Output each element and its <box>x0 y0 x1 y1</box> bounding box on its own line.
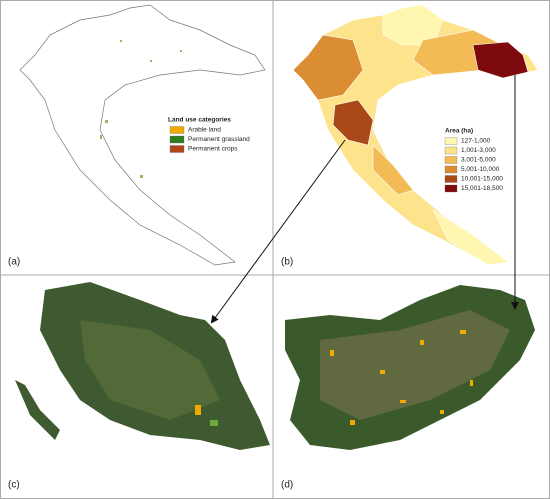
legend-swatch <box>444 156 458 164</box>
legend-label: 127-1,000 <box>461 138 491 145</box>
legend-label: 3,001-5,000 <box>461 157 496 164</box>
legend: Area (ha) 127-1,000 1,001-3,000 3,001-5,00… <box>444 128 503 193</box>
panel-label: (d) <box>281 480 293 491</box>
map-a <box>19 4 266 266</box>
legend-label: Permanent grassland <box>188 136 250 143</box>
legend-label: 5,001-10,000 <box>461 166 500 173</box>
legend-label: 1,001-3,000 <box>461 147 496 154</box>
legend-swatch <box>444 175 458 183</box>
satellite-d <box>285 285 535 450</box>
legend-swatch <box>169 135 185 144</box>
legend-swatch <box>444 165 458 174</box>
legend-swatch <box>444 137 458 145</box>
map-b <box>292 4 539 266</box>
legend-swatch <box>169 145 185 153</box>
legend-label: Permanent crops <box>188 146 238 153</box>
legend: Land use categories Arable land Permanent… <box>168 117 250 153</box>
legend-title: Area (ha) <box>445 128 473 135</box>
legend-swatch <box>169 126 185 134</box>
satellite-c <box>15 282 270 450</box>
legend-label: 15,001-18,500 <box>461 185 503 192</box>
legend-label: Arable land <box>188 127 221 134</box>
legend-label: 10,001-15,000 <box>461 176 503 183</box>
legend-swatch <box>444 184 458 193</box>
panel-label: (c) <box>8 480 20 491</box>
panel-label: (b) <box>281 257 293 268</box>
panel-label: (a) <box>8 257 20 268</box>
legend-title: Land use categories <box>168 117 231 124</box>
arrow <box>210 139 346 324</box>
legend-swatch <box>444 146 458 155</box>
